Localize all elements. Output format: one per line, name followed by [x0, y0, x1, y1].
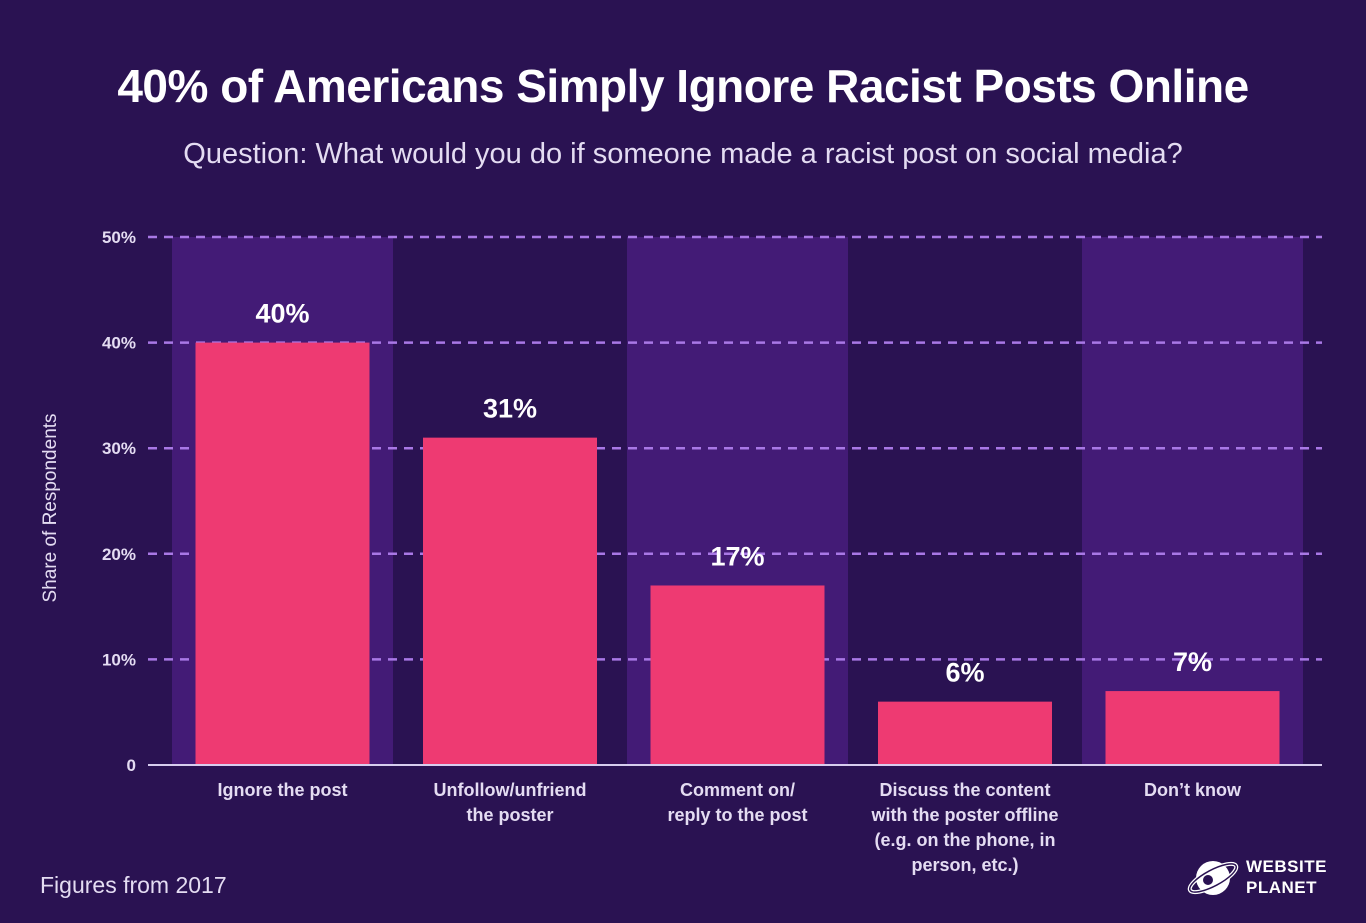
x-tick-label: Don’t know — [1144, 780, 1242, 800]
value-label: 31% — [483, 394, 537, 424]
x-tick-label: Unfollow/unfriend the poster — [434, 780, 587, 825]
x-tick-label: Comment on/reply to the post — [667, 780, 807, 825]
category-band — [1082, 237, 1303, 765]
value-label: 7% — [1173, 647, 1212, 677]
y-tick-label: 20% — [102, 545, 136, 564]
brand-wordmark: WEBSITE PLANET — [1246, 856, 1327, 898]
brand-line-2: PLANET — [1246, 878, 1317, 897]
y-tick-label: 40% — [102, 334, 136, 353]
x-tick-label-line: Unfollow/unfriend — [434, 780, 587, 800]
y-tick-label: 10% — [102, 650, 136, 669]
y-axis-title: Share of Respondents — [40, 413, 61, 602]
chart-title: 40% of Americans Simply Ignore Racist Po… — [117, 60, 1249, 112]
x-tick-label-line: Discuss the content — [879, 780, 1050, 800]
value-label: 6% — [945, 658, 984, 688]
y-tick-label: 30% — [102, 439, 136, 458]
x-tick-label-line: reply to the post — [667, 805, 807, 825]
x-tick-label-line: with the poster offline — [871, 805, 1059, 825]
bar — [195, 342, 370, 765]
x-tick-label-line: Don’t know — [1144, 780, 1242, 800]
bar — [878, 701, 1052, 765]
x-tick-label-line: Ignore the post — [218, 780, 348, 800]
x-tick-label-line: (e.g. on the phone, in — [875, 830, 1056, 850]
footnote: Figures from 2017 — [40, 872, 227, 898]
x-tick-label-line: Comment on/ — [680, 780, 795, 800]
value-label: 40% — [255, 299, 309, 329]
planet-logo-icon — [1187, 861, 1239, 895]
x-tick-label-line: person, etc.) — [911, 855, 1018, 875]
brand-line-1: WEBSITE — [1246, 857, 1327, 876]
brand: WEBSITE PLANET — [1186, 852, 1346, 902]
x-tick-label: Discuss the content with the poster offli… — [871, 780, 1059, 875]
value-label: 17% — [710, 541, 764, 571]
chart-subtitle: Question: What would you do if someone m… — [183, 138, 1183, 170]
bar — [1105, 691, 1280, 765]
y-tick-label: 50% — [102, 228, 136, 247]
bar — [423, 437, 597, 765]
x-tick-label-line: the poster — [466, 805, 553, 825]
bar — [650, 585, 825, 765]
y-tick-label: 0 — [127, 756, 136, 775]
x-tick-label: Ignore the post — [218, 780, 348, 800]
